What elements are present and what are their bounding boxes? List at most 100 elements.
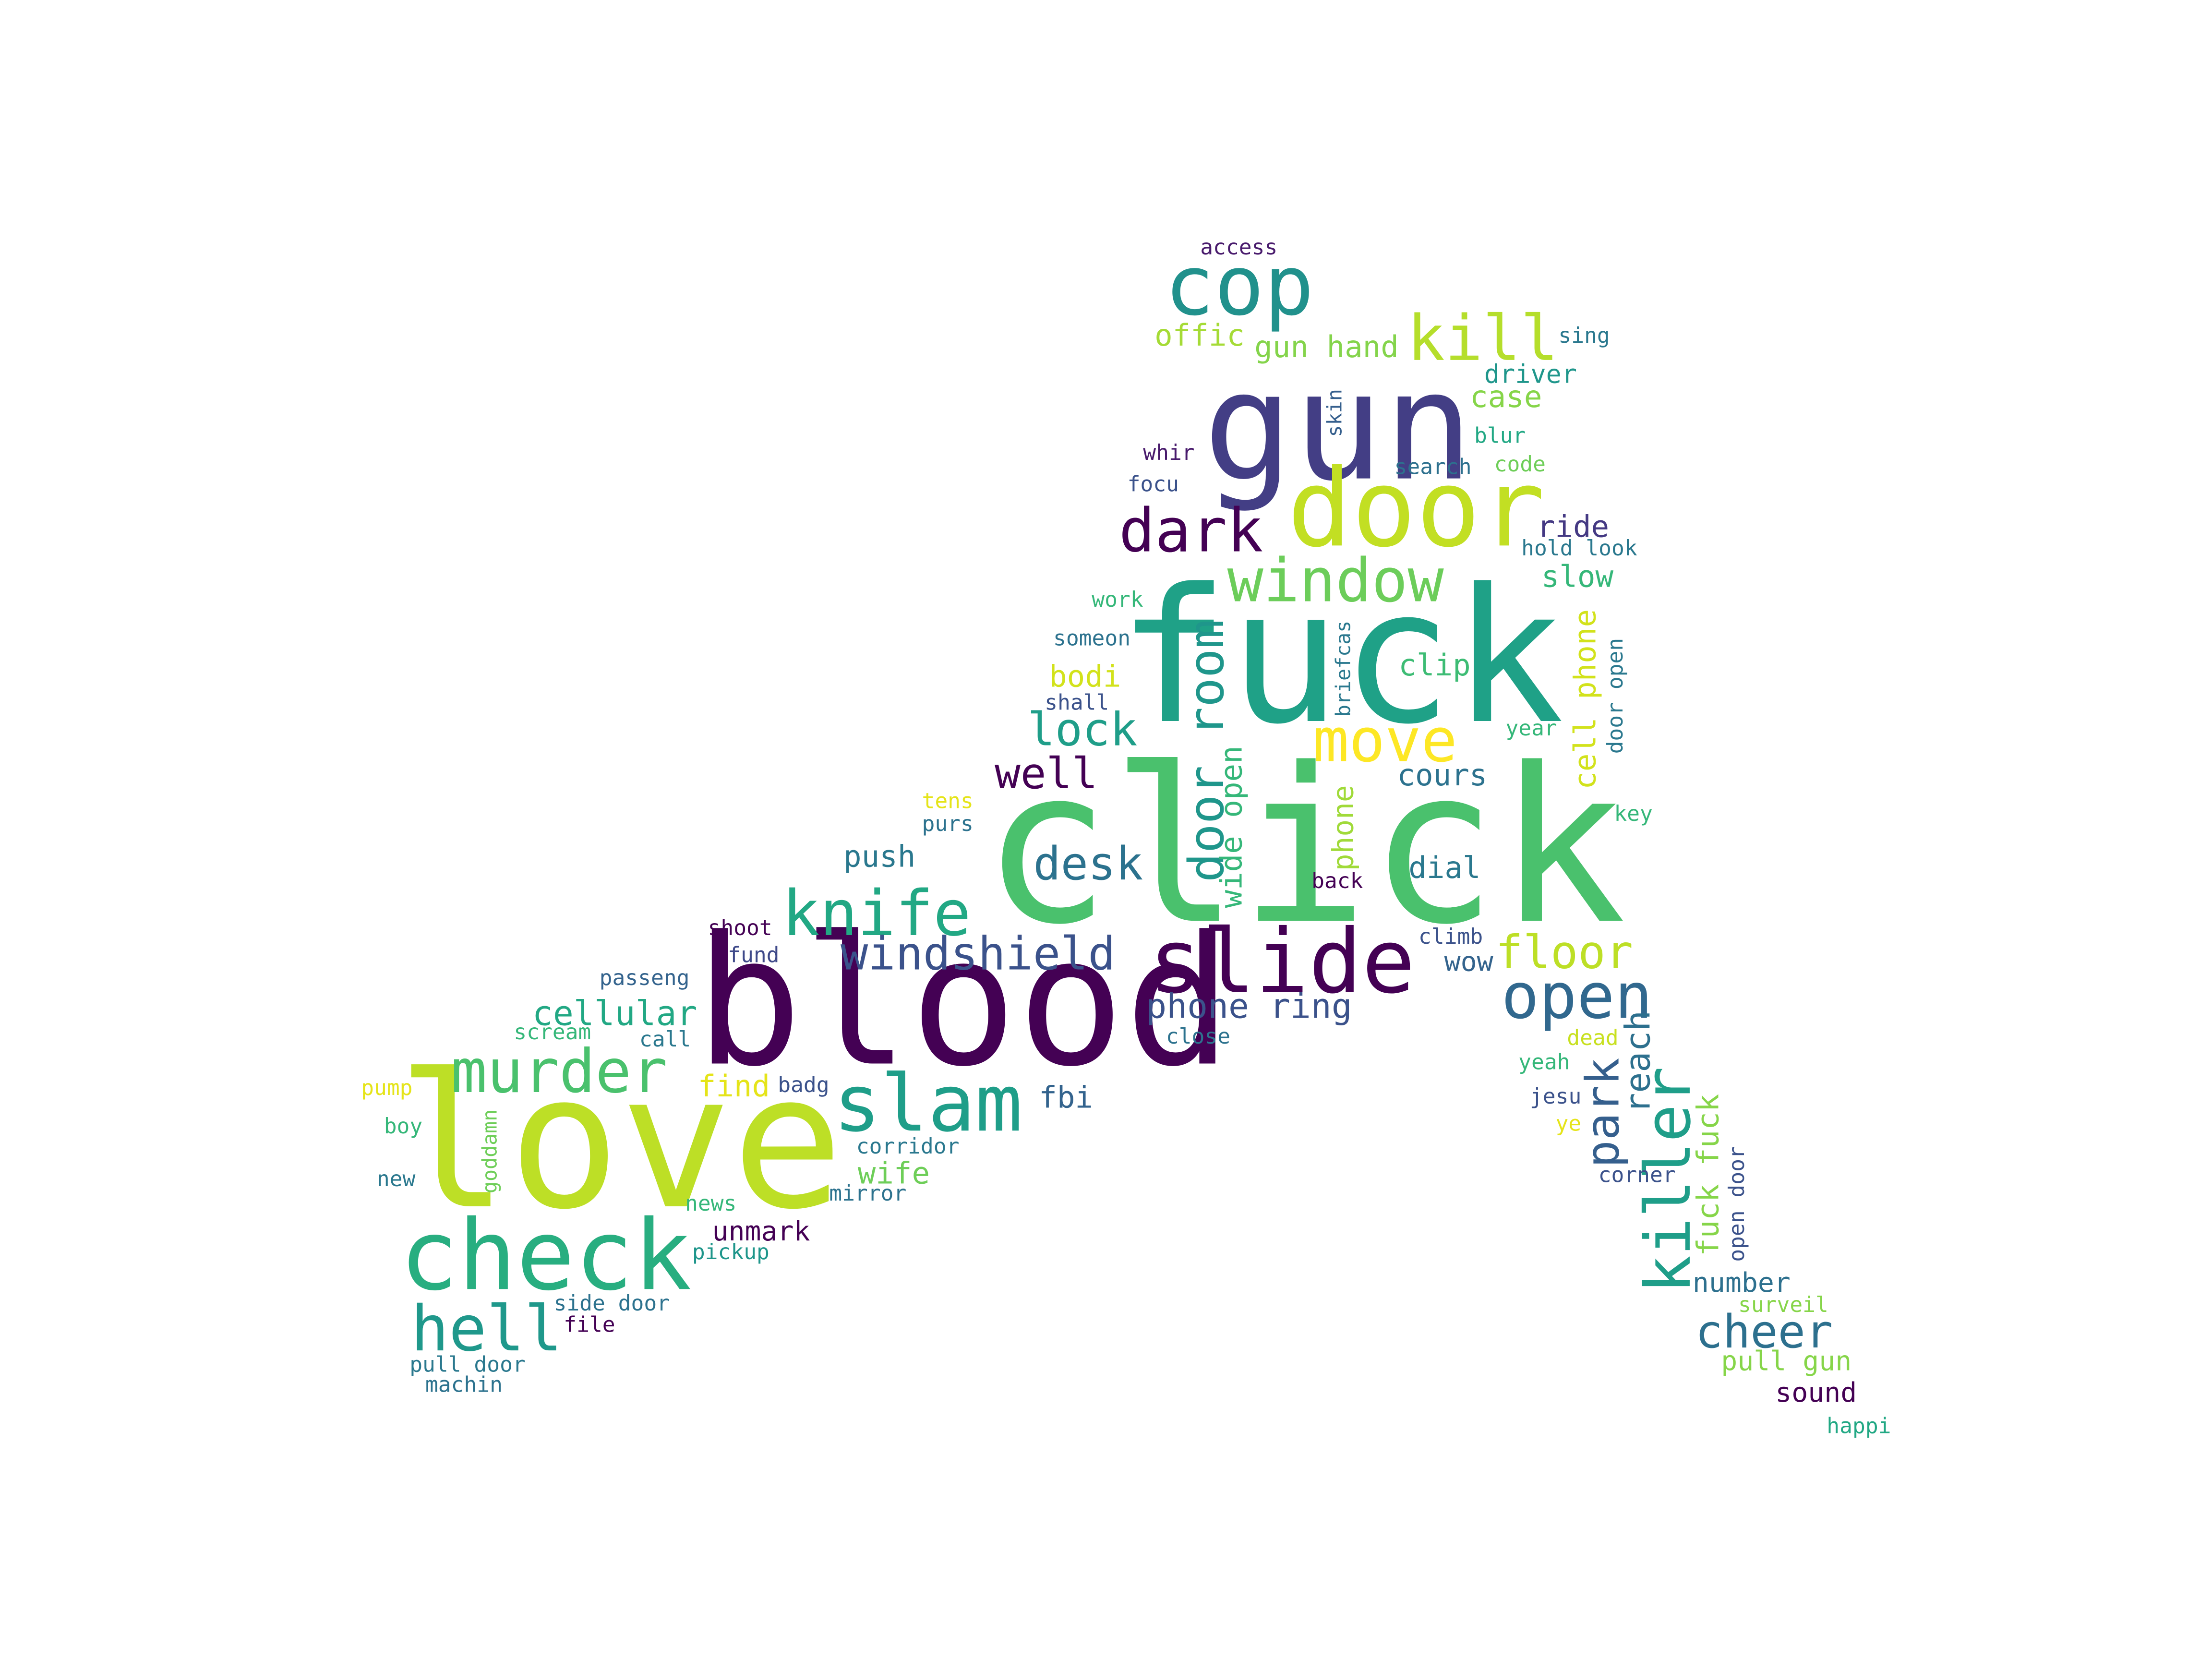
- word-pull-door: pull door: [409, 1352, 526, 1377]
- word-yeah: yeah: [1518, 1049, 1570, 1074]
- word-access: access: [1200, 235, 1277, 260]
- word-goddamn: goddamn: [478, 1109, 502, 1193]
- word-window: window: [1227, 546, 1444, 615]
- word-bodi: bodi: [1049, 659, 1121, 694]
- word-find: find: [698, 1069, 770, 1104]
- word-back: back: [1311, 868, 1363, 893]
- word-love: love: [397, 1034, 843, 1250]
- word-killer: killer: [1632, 1067, 1705, 1293]
- word-phone-ring: phone ring: [1146, 986, 1352, 1026]
- word-shoot: shoot: [708, 915, 772, 940]
- word-corner: corner: [1599, 1162, 1676, 1187]
- word-key: key: [1614, 801, 1653, 826]
- word-news: news: [685, 1191, 736, 1216]
- word-cheer: cheer: [1695, 1306, 1833, 1358]
- word-focu: focu: [1128, 471, 1179, 496]
- word-door-open: door open: [1603, 638, 1628, 754]
- word-fuck: fuck: [1118, 549, 1564, 765]
- word-tens: tens: [922, 788, 973, 813]
- word-dead: dead: [1567, 1025, 1618, 1050]
- word-floor: floor: [1496, 926, 1633, 979]
- word-ride: ride: [1537, 509, 1609, 544]
- word-murder: murder: [451, 1037, 667, 1106]
- word-hell: hell: [411, 1292, 562, 1365]
- word-whir: whir: [1143, 440, 1194, 465]
- word-scream: scream: [514, 1020, 591, 1045]
- word-corridor: corridor: [856, 1134, 960, 1159]
- word-year: year: [1505, 716, 1557, 741]
- word-close: close: [1166, 1024, 1230, 1049]
- word-gun-hand: gun hand: [1254, 329, 1399, 364]
- word-passeng: passeng: [600, 965, 690, 990]
- word-new: new: [377, 1166, 416, 1191]
- word-driver: driver: [1484, 359, 1577, 389]
- word-dark: dark: [1119, 496, 1263, 565]
- word-dial: dial: [1408, 850, 1480, 885]
- word-phone: phone: [1327, 785, 1360, 871]
- word-number: number: [1693, 1267, 1791, 1298]
- word-cellular: cellular: [532, 993, 697, 1033]
- word-fbi: fbi: [1039, 1080, 1093, 1115]
- word-sound: sound: [1775, 1377, 1857, 1408]
- word-mirror: mirror: [829, 1181, 906, 1206]
- word-search: search: [1395, 455, 1472, 480]
- word-ye: ye: [1555, 1111, 1581, 1136]
- word-wow: wow: [1444, 946, 1493, 977]
- word-check: check: [399, 1199, 691, 1312]
- word-surveil: surveil: [1738, 1292, 1828, 1317]
- word-fund: fund: [728, 942, 779, 967]
- word-someon: someon: [1053, 625, 1130, 650]
- word-open-door: open door: [1724, 1146, 1749, 1262]
- word-skin: skin: [1323, 389, 1346, 437]
- word-park: park: [1576, 1058, 1629, 1167]
- word-blur: blur: [1474, 423, 1526, 448]
- word-briefcas: briefcas: [1331, 621, 1355, 717]
- word-work: work: [1092, 587, 1143, 612]
- word-desk: desk: [1033, 838, 1143, 890]
- word-badg: badg: [778, 1072, 829, 1097]
- word-jesu: jesu: [1530, 1084, 1581, 1109]
- word-pull-gun: pull gun: [1721, 1346, 1851, 1377]
- word-climb: climb: [1419, 924, 1483, 949]
- word-click: click: [982, 722, 1626, 972]
- word-windshield: windshield: [841, 927, 1116, 980]
- word-purs: purs: [922, 811, 973, 836]
- word-machin: machin: [425, 1372, 503, 1397]
- word-move: move: [1313, 706, 1457, 775]
- word-door-room: door room: [1178, 619, 1235, 882]
- word-code: code: [1494, 452, 1546, 477]
- word-well: well: [995, 749, 1098, 799]
- word-cell-phone: cell phone: [1568, 609, 1603, 790]
- word-shall: shall: [1045, 690, 1109, 715]
- word-cours: cours: [1397, 757, 1487, 793]
- word-hold-look: hold look: [1521, 536, 1637, 561]
- word-pump: pump: [361, 1075, 412, 1100]
- word-case: case: [1470, 379, 1542, 414]
- word-side-door: side door: [553, 1291, 670, 1316]
- word-slam: slam: [833, 1058, 1022, 1149]
- word-clip: clip: [1398, 648, 1470, 683]
- word-gun: gun: [1203, 339, 1474, 514]
- word-fuck-fuck: fuck fuck: [1690, 1094, 1725, 1256]
- word-lock: lock: [1027, 704, 1137, 757]
- word-call: call: [639, 1027, 691, 1052]
- word-door: door: [1287, 446, 1545, 571]
- word-knife: knife: [782, 877, 971, 950]
- word-pickup: pickup: [692, 1239, 769, 1264]
- word-unmark: unmark: [712, 1216, 810, 1247]
- word-happi: happi: [1827, 1414, 1891, 1439]
- word-slow: slow: [1541, 559, 1614, 594]
- word-boy: boy: [384, 1114, 423, 1139]
- word-sing: sing: [1558, 323, 1610, 348]
- word-slide: slide: [1149, 911, 1415, 1013]
- word-reach: reach: [1618, 1010, 1658, 1114]
- word-offic: offic: [1154, 318, 1245, 353]
- word-open: open: [1501, 960, 1652, 1033]
- word-wide-open: wide open: [1214, 745, 1249, 908]
- word-file: file: [564, 1312, 615, 1337]
- word-blood: blood: [695, 898, 1232, 1106]
- word-kill: kill: [1407, 302, 1558, 375]
- word-wife: wife: [858, 1155, 930, 1190]
